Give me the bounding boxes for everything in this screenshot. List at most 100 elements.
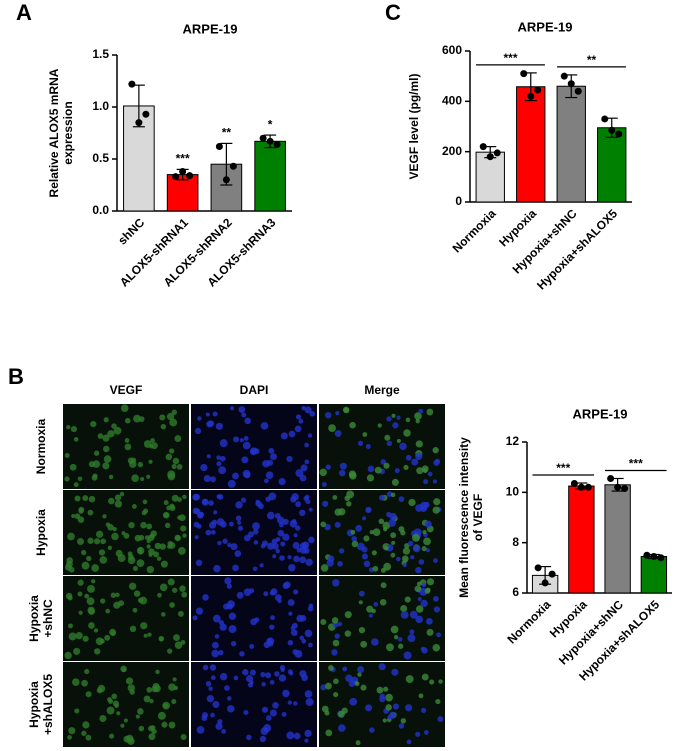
cell bbox=[398, 496, 405, 503]
cell bbox=[358, 626, 366, 634]
cell bbox=[409, 629, 415, 635]
cell bbox=[399, 442, 407, 451]
cell bbox=[299, 509, 306, 517]
cell bbox=[331, 617, 339, 624]
cell bbox=[369, 530, 374, 535]
cell bbox=[68, 727, 76, 735]
cell bbox=[295, 414, 302, 420]
cell bbox=[233, 436, 240, 443]
cell bbox=[286, 731, 295, 740]
cell bbox=[132, 565, 139, 572]
cell bbox=[241, 497, 247, 503]
y-tick-label: 400 bbox=[442, 94, 462, 108]
cell bbox=[193, 493, 201, 501]
cell bbox=[290, 629, 298, 637]
cell bbox=[432, 506, 440, 514]
cell bbox=[180, 525, 187, 532]
cell bbox=[341, 707, 348, 714]
cell bbox=[177, 547, 186, 555]
cell bbox=[107, 545, 113, 551]
cell bbox=[368, 613, 373, 618]
cell bbox=[93, 538, 101, 545]
comparison-label: *** bbox=[629, 457, 643, 471]
cell bbox=[397, 637, 403, 642]
cell bbox=[324, 710, 330, 716]
cell bbox=[146, 565, 155, 574]
cell bbox=[287, 555, 292, 560]
cell bbox=[293, 555, 300, 563]
cell bbox=[131, 457, 137, 463]
cell bbox=[360, 684, 367, 691]
cell bbox=[407, 540, 414, 547]
cell bbox=[409, 610, 418, 619]
cell bbox=[209, 664, 217, 671]
cell bbox=[109, 628, 117, 636]
cell bbox=[81, 561, 90, 570]
cell bbox=[111, 693, 118, 700]
data-point bbox=[266, 137, 274, 145]
chart-title: ARPE-19 bbox=[183, 21, 238, 36]
column-header: DAPI bbox=[240, 383, 269, 397]
cell bbox=[354, 681, 360, 687]
cell bbox=[91, 579, 96, 584]
cell bbox=[88, 495, 96, 503]
data-point bbox=[577, 483, 585, 491]
cell bbox=[131, 474, 139, 483]
cell bbox=[423, 501, 430, 508]
micrograph-image bbox=[63, 576, 189, 661]
data-point bbox=[534, 564, 542, 572]
cell bbox=[305, 499, 311, 505]
cell bbox=[390, 492, 396, 498]
cell bbox=[301, 405, 306, 411]
cell bbox=[227, 600, 235, 609]
cell bbox=[114, 494, 122, 501]
cell bbox=[332, 495, 338, 500]
cell bbox=[219, 439, 228, 448]
cell bbox=[169, 418, 178, 427]
cell bbox=[401, 555, 409, 563]
cell bbox=[278, 477, 286, 486]
cell bbox=[266, 459, 274, 466]
cell bbox=[305, 494, 310, 500]
cell bbox=[274, 671, 280, 677]
cell bbox=[414, 412, 422, 420]
cell bbox=[73, 437, 79, 442]
cell bbox=[346, 490, 355, 499]
data-point bbox=[229, 162, 237, 170]
cell bbox=[143, 633, 148, 638]
cell bbox=[234, 550, 242, 557]
row-label: +shNC bbox=[41, 599, 55, 638]
cell bbox=[205, 412, 210, 417]
data-point bbox=[657, 554, 665, 562]
cell bbox=[91, 564, 100, 572]
cell bbox=[432, 595, 439, 602]
cell bbox=[425, 617, 433, 625]
cell bbox=[114, 703, 119, 709]
cell bbox=[202, 664, 209, 671]
cell bbox=[78, 610, 83, 615]
cell bbox=[173, 634, 180, 641]
cell bbox=[393, 635, 399, 640]
cell bbox=[67, 734, 72, 740]
cell bbox=[403, 651, 412, 660]
cell bbox=[232, 472, 239, 480]
cell bbox=[242, 441, 251, 450]
cell bbox=[114, 500, 123, 508]
cell bbox=[293, 533, 298, 538]
cell bbox=[93, 628, 99, 633]
cell bbox=[102, 434, 110, 442]
cell bbox=[213, 510, 218, 515]
cell bbox=[295, 469, 304, 478]
cell bbox=[391, 668, 399, 676]
cell bbox=[337, 561, 343, 567]
cell bbox=[210, 712, 215, 718]
cell bbox=[247, 531, 254, 538]
cell bbox=[369, 727, 375, 733]
cell bbox=[420, 599, 428, 608]
cell bbox=[320, 684, 327, 691]
cell bbox=[87, 584, 95, 593]
data-point bbox=[128, 80, 136, 88]
cell bbox=[97, 684, 106, 693]
cell bbox=[201, 715, 208, 722]
cell bbox=[74, 708, 80, 714]
